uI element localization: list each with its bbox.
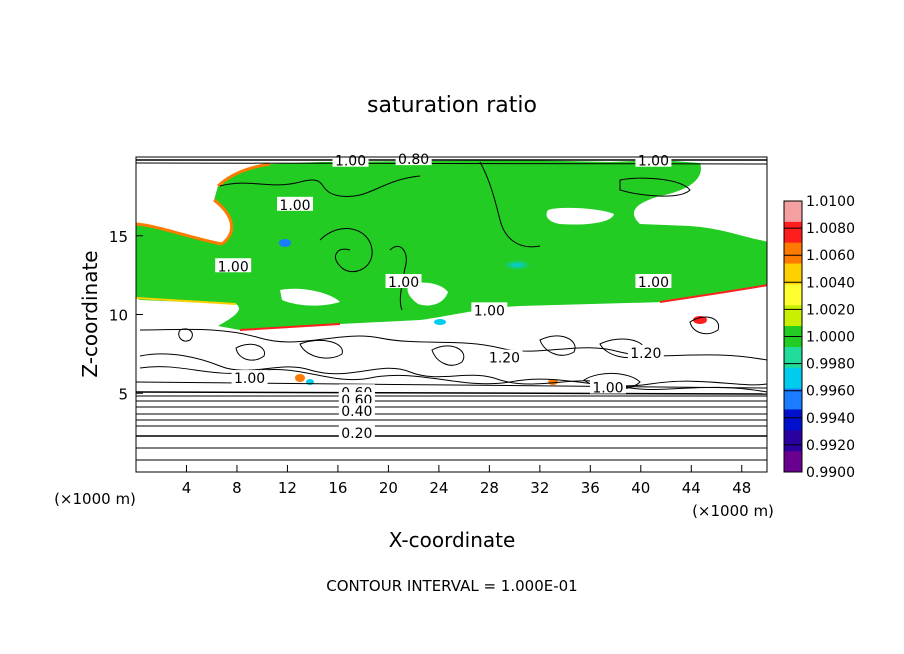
speck-cyan-1: [503, 260, 531, 270]
colorbar-swatch: [784, 409, 802, 431]
x-tick-label: 44: [682, 479, 701, 497]
contour-label: 1.00: [388, 275, 419, 291]
edge-orange: [136, 162, 271, 246]
chart-title: saturation ratio: [367, 93, 537, 118]
contour-label: 0.80: [398, 152, 429, 168]
speck-cyan-2: [434, 319, 446, 325]
x-tick-label: 36: [581, 479, 600, 497]
contour-label: 1.00: [234, 371, 265, 387]
speck-red-1: [693, 316, 707, 324]
colorbar-label: 1.0040: [806, 275, 855, 291]
contour-label: 1.20: [489, 351, 520, 367]
contour-interval-note: CONTOUR INTERVAL = 1.000E-01: [326, 577, 577, 595]
x-tick-label: 4: [182, 479, 192, 497]
contour-label-bg: [385, 274, 422, 288]
colorbar-swatch: [784, 346, 802, 369]
x-tick-label: 40: [631, 479, 650, 497]
contour-label: 1.00: [218, 259, 249, 275]
contour-label-bg: [338, 403, 375, 418]
colorbar-label: 1.0000: [806, 330, 855, 346]
clear-gap-3: [280, 288, 340, 306]
x-tick-label: 12: [278, 479, 297, 497]
contour-label-bg: [627, 344, 664, 359]
x-axis-ticks: 4 8 12 16 20 24 28 32 36 40 44 48: [182, 465, 751, 497]
contour-label-layer: 1.00 0.80 1.00 1.00 1.00 1.00 1.00 1.00 1.20 1.20…: [215, 151, 672, 442]
colorbar-swatch: [784, 263, 802, 285]
colorbar-label: 1.0060: [806, 248, 855, 264]
contour-label: 1.00: [279, 198, 310, 214]
contour-label-bg: [338, 425, 375, 440]
colorbar-label: 0.9920: [806, 438, 855, 454]
colorbar-label: 0.9980: [806, 357, 855, 373]
contour-label-bg: [589, 379, 626, 394]
edge-yellow: [136, 297, 237, 305]
contour-label: 1.00: [335, 154, 366, 170]
contour-label-bg: [471, 302, 508, 317]
contour-label-bg: [395, 151, 432, 166]
contour-label-bg: [486, 349, 523, 364]
colorbar-swatch: [784, 305, 802, 327]
y-tick-label: 5: [118, 385, 128, 403]
colorbar-label: 1.0100: [806, 194, 855, 210]
x-tick-label: 8: [232, 479, 242, 497]
contour-label-bg: [635, 274, 672, 288]
x-axis-label: X-coordinate: [389, 528, 516, 552]
colorbar: 1.0100 1.0080 1.0060 1.0040 1.0020 1.0000 0.99…: [783, 194, 855, 481]
contour-label-bg: [332, 152, 369, 167]
contour-label-bg: [338, 392, 375, 407]
x-tick-label: 20: [379, 479, 398, 497]
edge-red: [239, 284, 767, 331]
contour-label: 1.20: [630, 346, 661, 362]
y-axis-label: Z-coordinate: [78, 250, 102, 377]
colorbar-swatch: [784, 242, 802, 264]
colorbar-swatch: [784, 451, 802, 473]
contour-label: 1.00: [592, 381, 623, 397]
speck-blue-1: [279, 239, 291, 247]
z-axis-unit: (×1000 m): [692, 502, 774, 520]
x-axis-unit: (×1000 m): [54, 490, 136, 508]
colorbar-swatch: [784, 201, 802, 223]
contour-label: 0.20: [341, 426, 372, 442]
colorbar-swatch: [784, 388, 802, 410]
contour-label: 1.00: [474, 303, 505, 319]
colorbar-swatch: [784, 430, 802, 452]
y-tick-label: 10: [109, 307, 128, 325]
colorbar-swatch: [784, 367, 802, 390]
contour-label-bg: [215, 258, 252, 273]
x-tick-label: 48: [732, 479, 751, 497]
colorbar-label: 0.9960: [806, 384, 855, 400]
x-tick-label: 28: [480, 479, 499, 497]
y-axis-ticks: 5 10 15: [109, 228, 143, 403]
colorbar-swatch: [784, 221, 802, 244]
x-tick-label: 32: [530, 479, 549, 497]
contour-label-bg: [231, 370, 268, 385]
colorbar-label: 1.0080: [806, 221, 855, 237]
colorbar-label: 0.9900: [806, 465, 855, 481]
x-tick-label: 16: [328, 479, 347, 497]
contour-label-bg: [277, 196, 314, 211]
contour-label: 1.00: [638, 275, 669, 291]
clear-gap-2: [407, 282, 448, 306]
colorbar-label: 1.0020: [806, 302, 855, 318]
contour-label-bg: [635, 152, 672, 167]
plot-area: 1.00 0.80 1.00 1.00 1.00 1.00 1.00 1.00 1.20 1.20…: [109, 151, 768, 497]
y-tick-label: 15: [109, 228, 128, 246]
colorbar-label: 0.9940: [806, 411, 855, 427]
colorbar-swatch: [784, 284, 802, 306]
contour-label: 0.40: [341, 404, 372, 420]
speck-orange-1: [295, 374, 305, 382]
contour-label: 1.00: [638, 154, 669, 170]
clear-gap-1: [546, 207, 614, 225]
x-tick-label: 24: [429, 479, 448, 497]
